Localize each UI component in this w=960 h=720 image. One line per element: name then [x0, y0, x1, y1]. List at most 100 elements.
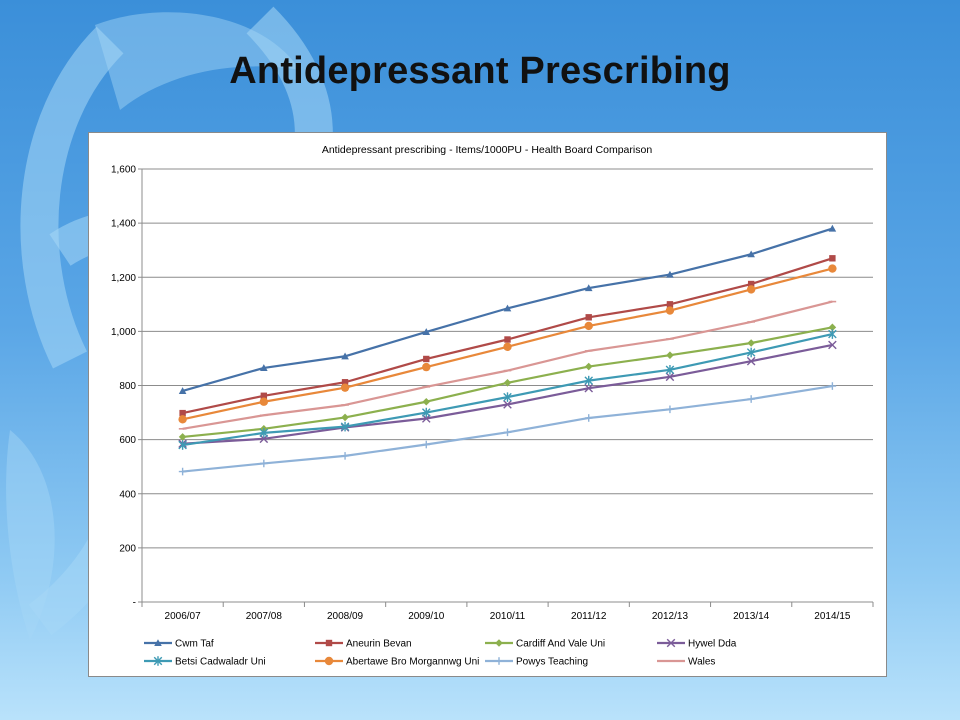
legend-label: Abertawe Bro Morgannwg Uni	[346, 657, 479, 668]
marker-stroke	[828, 340, 837, 350]
legend-label: Wales	[688, 657, 715, 668]
legend-item: Aneurin Bevan	[315, 639, 412, 650]
x-tick-label: 2008/09	[327, 611, 364, 622]
legend-item: Betsi Cadwaladr Uni	[144, 656, 266, 668]
data-point	[665, 365, 675, 375]
series-powys-teaching	[178, 382, 837, 476]
x-tick-label: 2010/11	[490, 611, 526, 622]
legend-marker	[495, 657, 503, 665]
data-point	[503, 428, 512, 437]
data-point	[585, 314, 592, 321]
legend-label: Betsi Cadwaladr Uni	[175, 657, 266, 668]
legend-label: Cwm Taf	[175, 639, 214, 650]
data-point	[260, 392, 268, 399]
legend-item: Powys Teaching	[485, 657, 588, 668]
data-point	[828, 382, 837, 390]
y-tick-label: 1,000	[111, 327, 136, 338]
data-point	[747, 250, 755, 258]
data-point	[341, 452, 349, 460]
data-point	[584, 284, 593, 292]
series-abertawe-bro-morgannwg-uni	[178, 264, 837, 424]
data-point	[259, 428, 269, 438]
series-aneurin-bevan	[179, 255, 836, 417]
axes: - 200 400 600 800 1,000 1,200 1,400 1,600 2006/07…	[111, 165, 874, 622]
legend-item: Hywel Dda	[657, 639, 737, 650]
data-point	[747, 395, 755, 403]
legend-label: Hywel Dda	[688, 639, 737, 650]
marker-stroke	[584, 383, 594, 393]
data-point	[178, 387, 187, 394]
legend-item: Cardiff And Vale Uni	[485, 639, 605, 650]
data-point	[341, 352, 349, 360]
chart-panel: Antidepressant prescribing - Items/1000P…	[88, 132, 887, 677]
legend-marker	[666, 638, 676, 648]
data-point	[828, 264, 837, 273]
series-wales	[178, 300, 837, 430]
data-point	[422, 440, 431, 449]
chart-title: Antidepressant prescribing - Items/1000P…	[322, 144, 652, 156]
x-tick-label: 2013/14	[733, 611, 770, 622]
y-tick-label: 1,600	[111, 165, 136, 176]
data-point	[829, 255, 836, 262]
legend-marker	[324, 656, 334, 666]
series-cwm-taf	[178, 224, 837, 394]
data-point	[666, 301, 674, 308]
y-tick-label: 1,400	[111, 219, 136, 230]
data-point	[503, 400, 512, 409]
data-point	[584, 321, 593, 331]
data-point	[178, 440, 187, 450]
data-point	[584, 414, 593, 422]
data-point	[422, 397, 431, 406]
data-point	[260, 364, 268, 371]
data-point	[828, 224, 837, 232]
data-point	[666, 351, 674, 359]
legend-item: Wales	[657, 657, 715, 668]
series-lines	[178, 224, 837, 476]
data-point	[584, 383, 594, 393]
data-point	[746, 356, 756, 366]
data-point	[178, 415, 187, 424]
y-tick-label: -	[133, 598, 136, 609]
data-point	[828, 329, 837, 339]
data-point	[340, 421, 350, 432]
series-line	[182, 257, 833, 415]
y-tick-label: 800	[119, 381, 136, 392]
data-point	[341, 413, 349, 422]
data-point	[746, 285, 756, 294]
data-point	[423, 355, 430, 363]
y-tick-label: 400	[119, 489, 136, 500]
marker-stroke	[746, 356, 756, 366]
data-point	[503, 342, 512, 352]
x-tick-label: 2012/13	[652, 611, 689, 622]
marker-stroke	[503, 400, 512, 409]
data-point	[421, 407, 431, 418]
legend-marker	[325, 639, 333, 647]
legend-label: Aneurin Bevan	[346, 639, 412, 650]
data-point	[422, 362, 431, 372]
data-point	[665, 306, 675, 315]
data-point	[666, 405, 674, 414]
data-point	[504, 336, 511, 343]
slide-title: Antidepressant Prescribing	[229, 50, 731, 92]
data-point	[747, 280, 755, 288]
data-point	[584, 375, 594, 386]
data-point	[503, 304, 512, 312]
legend: Cwm Taf Aneurin Bevan Cardiff And Vale Uni…	[144, 639, 737, 668]
legend-item: Cwm Taf	[144, 639, 214, 650]
data-point	[341, 379, 349, 386]
data-point	[422, 328, 431, 335]
x-tick-label: 2009/10	[408, 611, 445, 622]
line-chart: Antidepressant prescribing - Items/1000P…	[111, 144, 874, 668]
data-point	[665, 372, 675, 382]
data-point	[178, 467, 187, 476]
data-point	[179, 409, 186, 417]
legend-label: Powys Teaching	[516, 657, 588, 668]
data-point	[747, 339, 755, 347]
data-point	[584, 362, 593, 371]
x-tick-label: 2007/08	[246, 611, 283, 622]
legend-item: Abertawe Bro Morgannwg Uni	[315, 657, 479, 668]
series-betsi-cadwaladr-uni	[178, 329, 837, 450]
x-tick-label: 2014/15	[814, 611, 851, 622]
legend-label: Cardiff And Vale Uni	[516, 639, 605, 650]
x-tick-label: 2011/12	[571, 611, 607, 622]
